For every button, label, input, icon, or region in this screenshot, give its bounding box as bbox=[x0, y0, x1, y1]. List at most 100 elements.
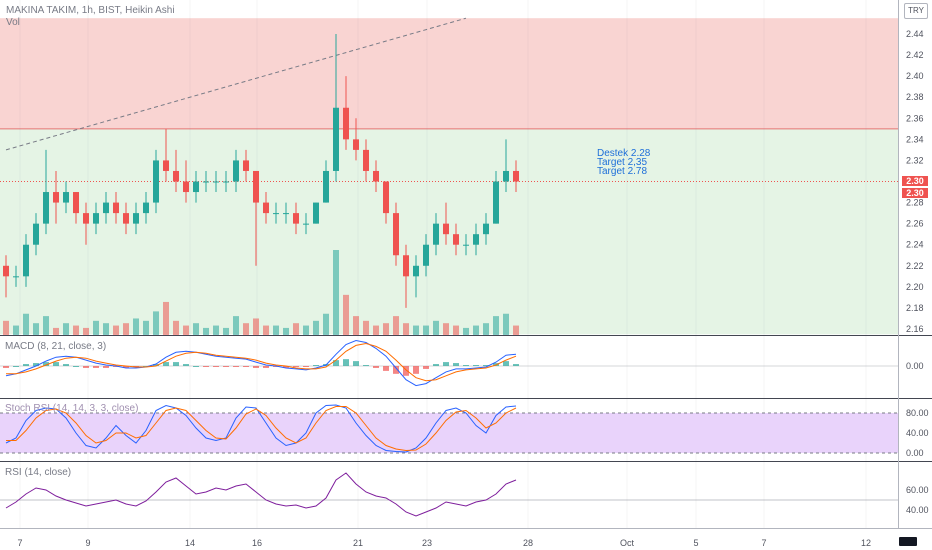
close-price-tag: 2.30 bbox=[902, 188, 928, 198]
volume-label: Vol bbox=[6, 17, 20, 28]
volume-bar bbox=[133, 318, 139, 335]
rsi-pane[interactable] bbox=[0, 472, 898, 517]
candle-body bbox=[223, 181, 229, 183]
volume-bar bbox=[263, 325, 269, 335]
volume-bar bbox=[83, 327, 89, 335]
candle-body bbox=[333, 107, 339, 171]
volume-bar bbox=[163, 301, 169, 335]
volume-bar bbox=[233, 316, 239, 335]
volume-bar bbox=[303, 325, 309, 335]
volume-bar bbox=[363, 320, 369, 335]
macd-histogram-bar bbox=[463, 365, 469, 367]
price-tick-label: 2.16 bbox=[906, 324, 924, 334]
candle-body bbox=[483, 223, 489, 235]
annotation-target-2[interactable]: Target 2.78 bbox=[597, 166, 648, 177]
macd-histogram-bar bbox=[163, 362, 169, 366]
candle-body bbox=[133, 213, 139, 224]
time-tick-label: 14 bbox=[185, 538, 195, 548]
candle-body bbox=[453, 234, 459, 245]
volume-bar bbox=[123, 323, 129, 335]
symbol-title[interactable]: MAKINA TAKIM, 1h, BIST, Heikin Ashi bbox=[6, 5, 175, 16]
volume-bar bbox=[243, 323, 249, 335]
volume-bar bbox=[113, 325, 119, 335]
macd-histogram-bar bbox=[303, 366, 309, 367]
candle-body bbox=[183, 181, 189, 193]
macd-histogram-bar bbox=[293, 366, 299, 367]
volume-bar bbox=[383, 323, 389, 335]
rsi-label[interactable]: RSI (14, close) bbox=[5, 467, 72, 478]
candle-body bbox=[163, 160, 169, 171]
stoch-tick-label: 0.00 bbox=[906, 448, 924, 458]
rsi-tick-label: 40.00 bbox=[906, 505, 929, 515]
candle-body bbox=[263, 202, 269, 214]
volume-bar bbox=[103, 323, 109, 335]
volume-bar bbox=[293, 323, 299, 335]
candle-body bbox=[103, 202, 109, 214]
price-tick-label: 2.36 bbox=[906, 113, 924, 123]
price-tick-label: 2.40 bbox=[906, 71, 924, 81]
macd-histogram-bar bbox=[343, 359, 349, 366]
price-pane[interactable] bbox=[0, 17, 898, 335]
time-tick-label: 9 bbox=[85, 538, 90, 548]
macd-label[interactable]: MACD (8, 21, close, 3) bbox=[5, 341, 107, 352]
volume-bar bbox=[93, 320, 99, 335]
volume-bar bbox=[283, 327, 289, 335]
volume-bar bbox=[203, 327, 209, 335]
macd-pane[interactable] bbox=[0, 339, 898, 387]
volume-bar bbox=[173, 320, 179, 335]
macd-histogram-bar bbox=[233, 366, 239, 367]
candle-body bbox=[63, 192, 69, 203]
candle-body bbox=[193, 181, 199, 193]
macd-histogram-bar bbox=[503, 361, 509, 366]
last-price-tag: 2.30 bbox=[902, 176, 928, 186]
price-tick-label: 2.18 bbox=[906, 303, 924, 313]
volume-bar bbox=[63, 323, 69, 335]
volume-bar bbox=[443, 323, 449, 335]
time-tick-label: 23 bbox=[422, 538, 432, 548]
volume-bar bbox=[463, 327, 469, 335]
currency-badge[interactable]: TRY bbox=[904, 3, 928, 19]
price-tick-label: 2.38 bbox=[906, 92, 924, 102]
volume-bar bbox=[353, 316, 359, 335]
macd-histogram-bar bbox=[243, 366, 249, 367]
candle-body bbox=[273, 213, 279, 215]
candle-body bbox=[513, 170, 519, 182]
volume-bar bbox=[483, 323, 489, 335]
volume-bar bbox=[43, 316, 49, 335]
stoch-band bbox=[0, 413, 898, 453]
volume-bar bbox=[433, 320, 439, 335]
stoch-rsi-pane[interactable] bbox=[0, 404, 898, 454]
candle-body bbox=[43, 192, 49, 224]
candle-body bbox=[283, 213, 289, 215]
volume-bar bbox=[513, 325, 519, 335]
candle-body bbox=[413, 265, 419, 277]
macd-histogram-bar bbox=[403, 366, 409, 376]
volume-bar bbox=[153, 311, 159, 335]
stoch-rsi-label[interactable]: Stoch RSI (14, 14, 3, 3, close) bbox=[5, 403, 139, 414]
annotation-support[interactable]: Destek 2.28 bbox=[597, 148, 651, 159]
volume-bar bbox=[323, 313, 329, 335]
annotation-target-1[interactable]: Target 2,35 bbox=[597, 157, 648, 168]
rsi-tick-label: 60.00 bbox=[906, 485, 929, 495]
candle-body bbox=[123, 213, 129, 224]
candle-body bbox=[363, 149, 369, 171]
macd-signal-line bbox=[6, 342, 517, 382]
candle-body bbox=[403, 255, 409, 277]
volume-bar bbox=[403, 323, 409, 335]
macd-histogram-bar bbox=[3, 366, 9, 368]
macd-histogram-bar bbox=[43, 362, 49, 366]
macd-histogram-bar bbox=[63, 364, 69, 366]
candle-body bbox=[383, 181, 389, 214]
macd-histogram-bar bbox=[193, 366, 199, 367]
candle-body bbox=[253, 170, 259, 203]
macd-histogram-bar bbox=[213, 366, 219, 367]
macd-histogram-bar bbox=[203, 366, 209, 367]
volume-bar bbox=[73, 325, 79, 335]
candle-body bbox=[173, 170, 179, 182]
time-tick-label: 12 bbox=[861, 538, 871, 548]
candle-body bbox=[503, 170, 509, 182]
macd-histogram-bar bbox=[153, 364, 159, 366]
candle-body bbox=[13, 276, 19, 278]
macd-histogram-bar bbox=[263, 366, 269, 368]
